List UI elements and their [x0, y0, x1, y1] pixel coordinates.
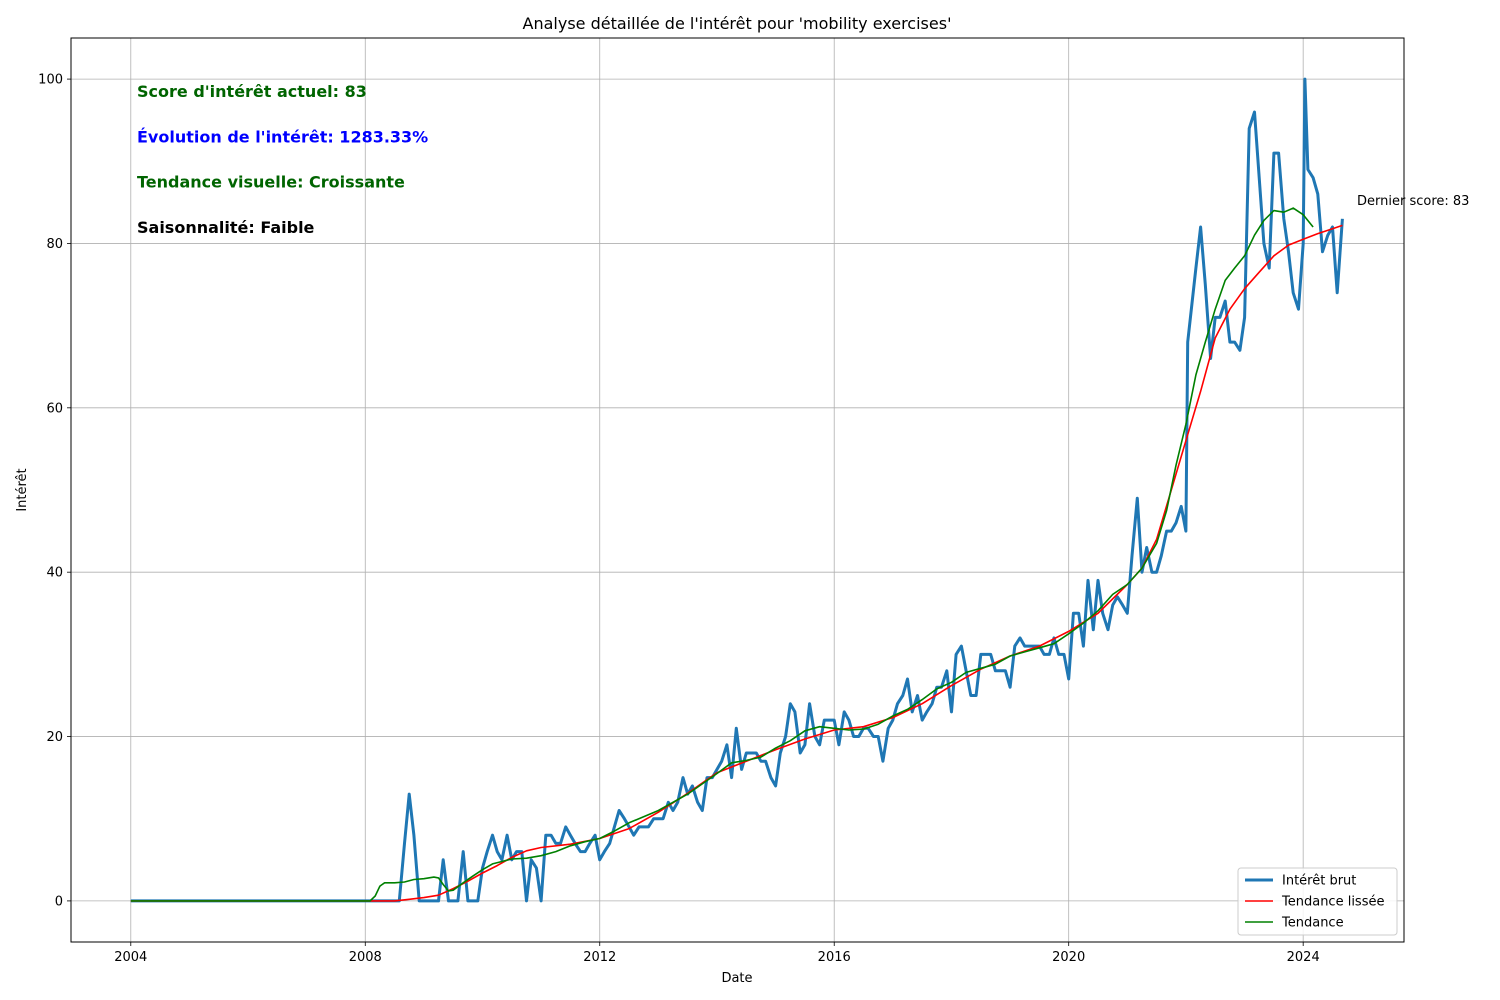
annotation-text: Évolution de l'intérêt: 1283.33%: [137, 127, 428, 146]
x-tick-label: 2004: [114, 950, 147, 965]
x-axis-label: Date: [721, 971, 752, 986]
annotation-text: Score d'intérêt actuel: 83: [137, 82, 367, 101]
x-tick-label: 2020: [1052, 950, 1085, 965]
legend-entry-label: Tendance: [1281, 916, 1344, 931]
x-tick-label: 2016: [818, 950, 851, 965]
y-tick-label: 80: [46, 237, 63, 252]
y-axis-label: Intérêt: [15, 468, 30, 511]
y-tick-label: 40: [46, 566, 63, 581]
annotations: Score d'intérêt actuel: 83 Évolution de l…: [137, 82, 428, 237]
y-tick-label: 60: [46, 401, 63, 416]
x-tick-label: 2008: [349, 950, 382, 965]
legend-entry-label: Tendance lissée: [1281, 895, 1384, 910]
plot-frame: [70, 37, 1405, 943]
chart-title: Analyse détaillée de l'intérêt pour 'mob…: [523, 14, 952, 33]
ticks: 2004 2008 2012 2016 2020 2024 0 20 40 60 80 100: [38, 73, 1320, 965]
annotation-text: Saisonnalité: Faible: [137, 218, 315, 237]
x-tick-label: 2012: [583, 950, 616, 965]
series-line-trend: [130, 207, 1314, 902]
legend: Intérêt brut Tendance lissée Tendance: [1237, 867, 1398, 936]
series-layer: [130, 77, 1344, 903]
x-tick-label: 2024: [1287, 950, 1320, 965]
y-tick-label: 0: [55, 894, 63, 909]
annotation-text: Tendance visuelle: Croissante: [137, 173, 405, 192]
last-score-label: Dernier score: 83: [1357, 194, 1469, 209]
legend-entry-label: Intérêt brut: [1282, 874, 1356, 889]
series-line-smooth: [130, 224, 1343, 902]
legend-box: [1237, 867, 1398, 936]
y-tick-label: 20: [46, 730, 63, 745]
y-tick-label: 100: [38, 73, 63, 88]
